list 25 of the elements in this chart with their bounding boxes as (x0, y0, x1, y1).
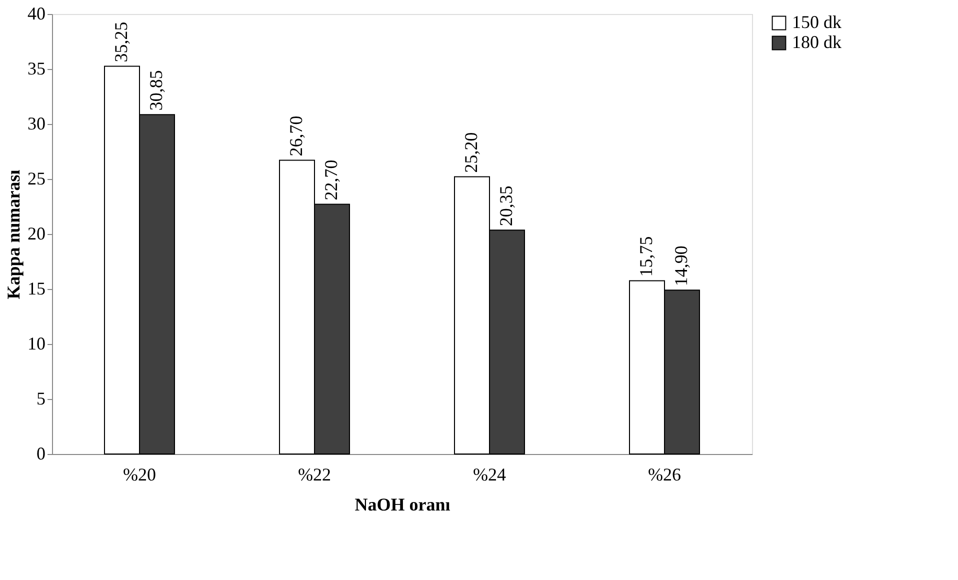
y-tick-label: 5 (36, 388, 46, 408)
y-tick-label: 30 (28, 114, 46, 134)
data-label: 14,90 (671, 246, 691, 286)
data-label: 25,20 (461, 132, 481, 173)
data-label: 30,85 (146, 70, 166, 111)
y-tick-label: 15 (28, 278, 46, 298)
y-tick-label: 10 (28, 334, 46, 354)
y-tick-label: 0 (36, 444, 46, 464)
y-tick-label: 35 (28, 58, 46, 78)
legend-label: 150 dk (792, 12, 842, 32)
x-tick-label: %24 (473, 464, 506, 484)
y-axis-title: Kappa numarası (4, 170, 24, 300)
y-tick-label: 20 (28, 224, 46, 244)
y-tick-label: 25 (28, 168, 46, 188)
data-label: 22,70 (321, 160, 341, 200)
x-tick-label: %22 (298, 464, 331, 484)
x-tick-label: %26 (648, 464, 681, 484)
data-label: 26,70 (286, 116, 306, 156)
y-tick-label: 40 (28, 4, 46, 24)
data-label: 20,35 (496, 186, 516, 226)
data-label: 15,75 (636, 236, 656, 277)
data-label: 35,25 (111, 22, 131, 62)
legend-label: 180 dk (792, 32, 842, 52)
x-axis-title: NaOH oranı (354, 494, 450, 514)
x-tick-label: %20 (123, 464, 156, 484)
